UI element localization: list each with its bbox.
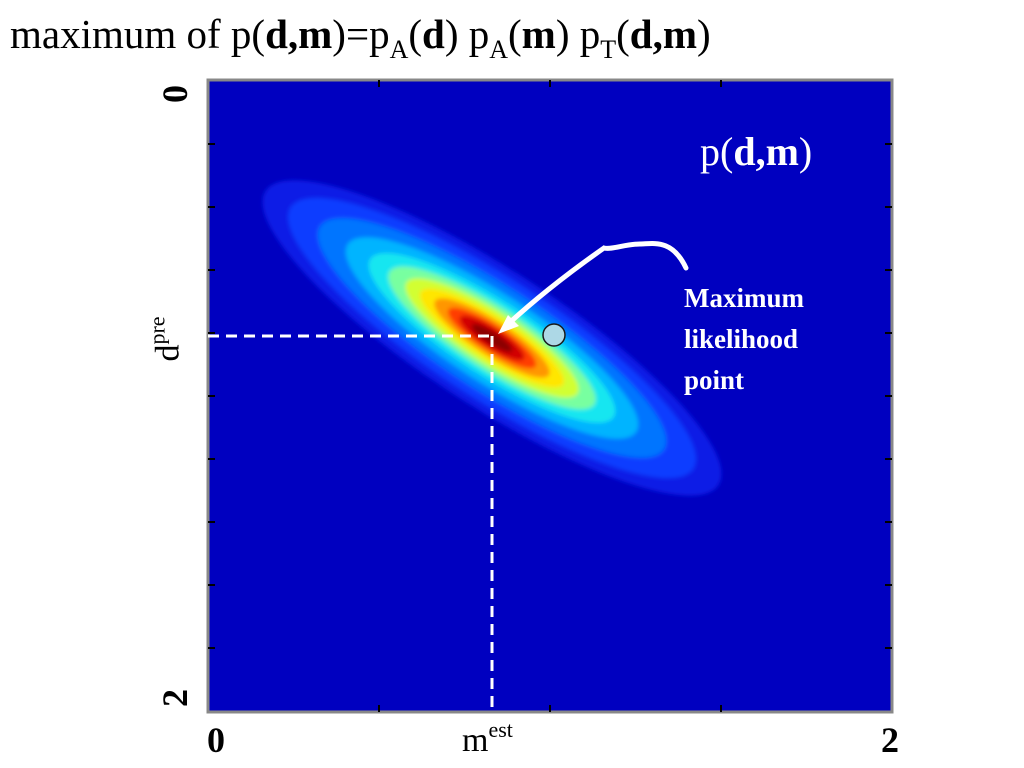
y-axis-bottom-tick-label: 2: [155, 689, 195, 707]
marker-point: [542, 323, 566, 347]
y-axis-label: dpre: [144, 316, 187, 362]
x-axis-left-tick-label: 0: [207, 720, 225, 760]
annotation-line: Maximum: [684, 283, 804, 313]
y-axis-top-tick-label: 0: [155, 85, 195, 103]
plot-label: p(d,m): [700, 129, 813, 174]
slide-title: maximum of p(d,m)=pA(d) pA(m) pT(d,m): [10, 11, 711, 64]
annotation-line: likelihood: [684, 324, 799, 354]
annotation-arrow: [503, 241, 689, 329]
tick-marks: [208, 80, 892, 712]
arrow-head: [498, 315, 519, 334]
x-axis-right-tick-label: 2: [881, 720, 899, 760]
max-likelihood-annotation: Maximum likelihood point: [684, 278, 854, 401]
x-axis-label: mest: [462, 717, 513, 759]
annotation-line: point: [684, 365, 745, 395]
